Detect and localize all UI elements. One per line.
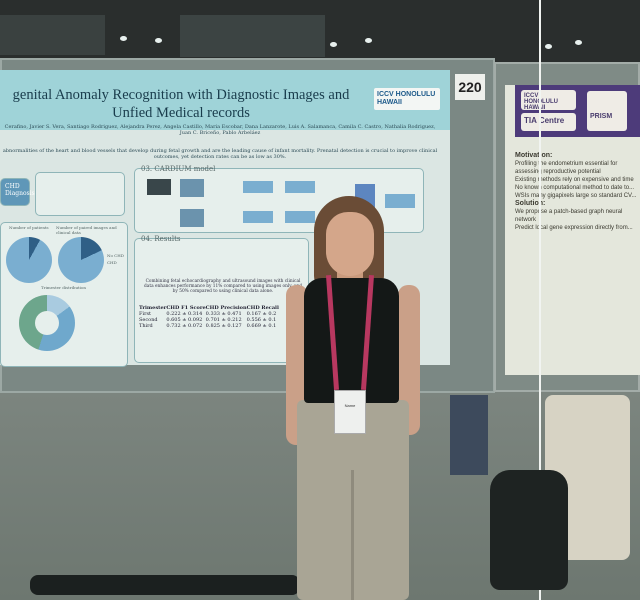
pants-seam — [351, 470, 354, 600]
ceiling-light — [365, 38, 372, 43]
poster-title-line: genital Anomaly Recognition with Diagnos… — [12, 87, 350, 103]
ceiling-light — [330, 42, 337, 47]
table-header: CHD F1 Score — [166, 305, 206, 311]
table-header: CHD Recall — [246, 305, 279, 311]
backpack — [490, 470, 568, 590]
motivation-title: Motivation: — [515, 152, 553, 159]
cell: 0.556 ± 0.1 — [246, 317, 277, 323]
chart-title: Number of paired images and clinical dat… — [56, 225, 117, 235]
legend-item: No CHD — [107, 253, 124, 258]
table-row: First 0.222 ± 0.314 0.333 ± 0.471 0.167 ± 0… — [139, 311, 279, 317]
ceiling-panel — [180, 15, 325, 57]
bullet: No known computational method to date to… — [515, 185, 635, 191]
ceiling-light — [575, 40, 582, 45]
results-table: Trimester CHD F1 Score CHD Precision CHD Re… — [139, 305, 279, 329]
iccv-logo: ICCV HONOLULU HAWAII — [521, 90, 576, 111]
poster-authors: Cerafino, Javier S. Vera, Santiago Rodri… — [4, 124, 436, 136]
results-box: 04. Results Combining fetal echocardiogr… — [134, 235, 309, 363]
dataset-box: Number of patients Number of paired imag… — [0, 222, 128, 367]
background-person-legs — [450, 395, 488, 475]
board-number: 220 — [455, 74, 485, 100]
cell: 0.732 ± 0.072 — [166, 323, 203, 329]
section-title: 04. Results — [141, 235, 181, 243]
cell: Second — [139, 317, 158, 323]
cell: 0.605 ± 0.092 — [166, 317, 203, 323]
legend-item: CHD — [107, 260, 117, 265]
poster-abstract: abnormalities of the heart and blood ves… — [2, 148, 438, 160]
cell: 0.701 ± 0.212 — [205, 317, 242, 323]
poster-right-text: Motivation: Profiling the endometrium es… — [515, 152, 640, 232]
cell: 0.167 ± 0.2 — [246, 311, 277, 317]
iccv-logo: ICCV HONOLULU HAWAII — [374, 88, 440, 110]
cell: Third — [139, 323, 153, 329]
poster-title-line: Unfied Medical records — [112, 105, 250, 121]
name-badge: Name — [334, 390, 366, 434]
cell: 0.669 ± 0.1 — [246, 323, 277, 329]
bullet: Predict local gene expression directly f… — [515, 225, 633, 231]
chart-title: Trimester distribution — [41, 285, 86, 290]
intro-box — [35, 172, 125, 216]
pole — [539, 0, 541, 600]
poster-tube — [30, 575, 300, 595]
table-header: CHD Precision — [205, 305, 247, 311]
cell: 0.222 ± 0.314 — [166, 311, 203, 317]
chart-title: Number of patients — [9, 225, 49, 230]
tia-centre-logo: TIA Centre — [521, 113, 576, 131]
bullet: Profiling the endometrium essential for … — [515, 161, 618, 175]
person-top — [304, 278, 399, 403]
solution-title: Solution: — [515, 200, 546, 207]
results-text: Combining fetal echocardiography and ult… — [144, 279, 302, 294]
ceiling-panel — [0, 15, 105, 55]
cell: 0.825 ± 0.127 — [205, 323, 242, 329]
person-arm — [398, 285, 420, 435]
pie-chart — [6, 237, 52, 283]
pie-chart — [58, 237, 104, 283]
ceiling — [0, 0, 640, 62]
ceiling-light — [155, 38, 162, 43]
ceiling-light — [545, 44, 552, 49]
bullet: WSIs many gigapixels large so standard C… — [515, 193, 637, 199]
bullet: Existing methods rely on expensive and t… — [515, 177, 634, 183]
donut-chart — [19, 295, 75, 351]
table-row: Third 0.732 ± 0.072 0.825 ± 0.127 0.669 ± 0… — [139, 323, 279, 329]
poster-title: genital Anomaly Recognition with Diagnos… — [0, 86, 362, 122]
table-row: Second 0.605 ± 0.092 0.701 ± 0.212 0.556 ± … — [139, 317, 279, 323]
table-header: Trimester — [139, 305, 167, 311]
person-face — [326, 212, 374, 276]
section-title: 03. CARDIUM model — [141, 165, 216, 173]
cell: 0.333 ± 0.471 — [205, 311, 242, 317]
prism-logo: PRISM — [587, 91, 627, 131]
bullet: We propose a patch-based graph neural ne… — [515, 209, 623, 223]
poster-right-header: ICCV HONOLULU HAWAII TIA Centre PRISM — [515, 85, 640, 137]
chd-diagnosis-label: CHD Diagnosis — [0, 178, 35, 206]
ceiling-light — [120, 36, 127, 41]
cell: First — [139, 311, 152, 317]
